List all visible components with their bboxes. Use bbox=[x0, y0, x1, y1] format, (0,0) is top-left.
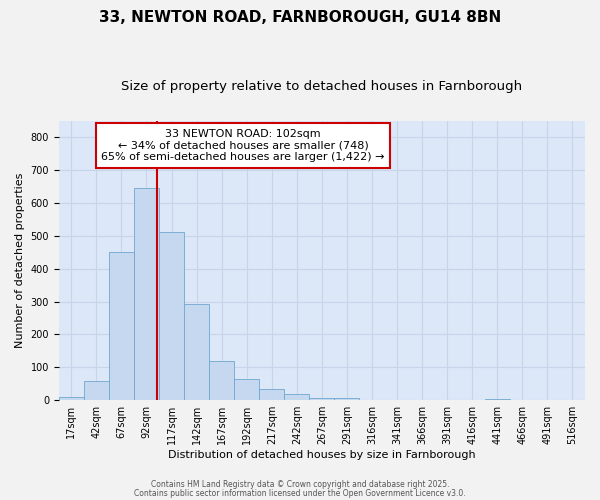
Bar bbox=[59, 397, 84, 400]
Y-axis label: Number of detached properties: Number of detached properties bbox=[15, 172, 25, 348]
Bar bbox=[234, 380, 259, 400]
Bar bbox=[109, 252, 134, 400]
Bar bbox=[159, 232, 184, 400]
Text: 33, NEWTON ROAD, FARNBOROUGH, GU14 8BN: 33, NEWTON ROAD, FARNBOROUGH, GU14 8BN bbox=[99, 10, 501, 25]
Bar bbox=[84, 382, 109, 400]
Bar bbox=[310, 398, 334, 400]
Text: 33 NEWTON ROAD: 102sqm
← 34% of detached houses are smaller (748)
65% of semi-de: 33 NEWTON ROAD: 102sqm ← 34% of detached… bbox=[101, 129, 385, 162]
Bar bbox=[485, 398, 510, 400]
Bar bbox=[209, 360, 234, 400]
Text: Contains public sector information licensed under the Open Government Licence v3: Contains public sector information licen… bbox=[134, 488, 466, 498]
Bar bbox=[259, 388, 284, 400]
Text: Contains HM Land Registry data © Crown copyright and database right 2025.: Contains HM Land Registry data © Crown c… bbox=[151, 480, 449, 489]
Title: Size of property relative to detached houses in Farnborough: Size of property relative to detached ho… bbox=[121, 80, 523, 93]
Bar bbox=[284, 394, 310, 400]
Bar bbox=[134, 188, 159, 400]
Bar bbox=[334, 398, 359, 400]
Bar bbox=[184, 304, 209, 400]
X-axis label: Distribution of detached houses by size in Farnborough: Distribution of detached houses by size … bbox=[168, 450, 476, 460]
